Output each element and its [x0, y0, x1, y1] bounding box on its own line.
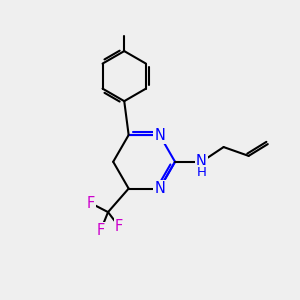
Text: F: F [97, 223, 105, 238]
Text: N: N [154, 181, 165, 196]
Text: F: F [115, 219, 123, 234]
Text: H: H [196, 167, 206, 179]
Text: N: N [154, 128, 165, 142]
Text: N: N [196, 154, 207, 169]
Text: F: F [87, 196, 95, 211]
